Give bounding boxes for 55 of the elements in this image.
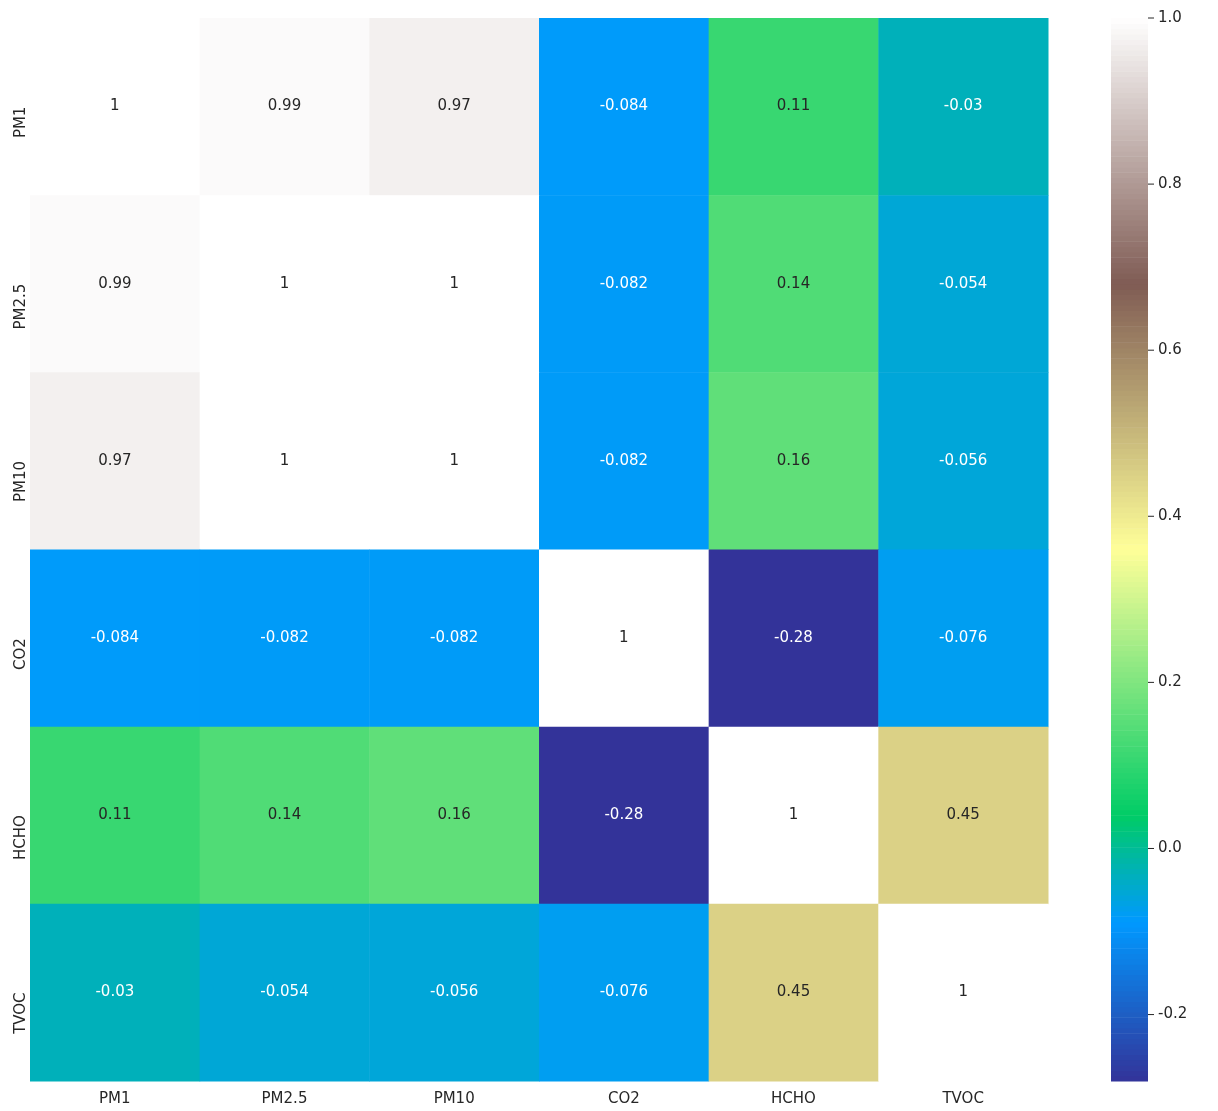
data-label: 1 <box>279 450 290 469</box>
x-tick-label: TVOC <box>941 1088 984 1107</box>
data-label: -0.076 <box>938 627 988 646</box>
data-label: -0.082 <box>599 450 649 469</box>
data-label: 0.99 <box>98 273 132 292</box>
data-label: -0.082 <box>260 627 309 646</box>
data-label: -0.084 <box>599 96 649 115</box>
data-label: -0.084 <box>90 627 140 646</box>
data-label: -0.076 <box>599 982 649 1001</box>
x-tick-label: PM2.5 <box>261 1088 308 1107</box>
data-label: 1 <box>788 805 799 824</box>
data-label: 1 <box>619 627 629 646</box>
data-label: 0.97 <box>437 96 471 115</box>
data-label: -0.082 <box>599 273 649 292</box>
data-label: 1 <box>449 273 459 292</box>
data-label: 0.14 <box>776 273 811 292</box>
data-label: -0.28 <box>604 805 644 824</box>
x-tick-label: HCHO <box>771 1088 816 1107</box>
data-label: -0.28 <box>774 627 813 646</box>
data-label: 0.14 <box>267 805 302 824</box>
y-tick-label: PM10 <box>10 460 29 502</box>
x-tick-label: PM1 <box>99 1088 131 1107</box>
color-bar-label: 0.2 <box>1158 672 1182 691</box>
data-label: -0.056 <box>938 450 988 469</box>
data-label: 1 <box>958 982 968 1001</box>
color-bar-label: 0.0 <box>1158 838 1182 857</box>
x-tick-label: PM10 <box>433 1088 475 1107</box>
color-bar-label: 1.0 <box>1158 7 1182 26</box>
data-label: -0.054 <box>938 273 988 292</box>
x-tick-label: CO2 <box>607 1088 640 1107</box>
data-label: -0.056 <box>429 982 479 1001</box>
color-bar-label: 0.6 <box>1158 340 1182 359</box>
data-label: 0.16 <box>776 450 811 469</box>
y-tick-label: PM2.5 <box>10 283 29 330</box>
data-label: 0.16 <box>437 805 471 824</box>
data-label: -0.03 <box>95 982 135 1001</box>
y-tick-label: TVOC <box>10 992 29 1035</box>
color-bar-label: 0.8 <box>1158 173 1182 192</box>
data-label: -0.082 <box>429 627 479 646</box>
y-tick-label: HCHO <box>10 815 29 861</box>
data-label: 0.11 <box>776 96 811 115</box>
color-bar-label: 0.4 <box>1158 506 1182 525</box>
data-label: 1 <box>279 273 290 292</box>
data-label: 0.99 <box>267 96 302 115</box>
data-label: 1 <box>110 96 120 115</box>
y-tick-label: CO2 <box>10 638 29 670</box>
data-label: -0.054 <box>260 982 309 1001</box>
data-label: 0.97 <box>98 450 132 469</box>
data-label: -0.03 <box>943 96 983 115</box>
data-label: 0.11 <box>98 805 132 824</box>
data-label: 0.45 <box>776 982 811 1001</box>
data-label: 0.45 <box>946 805 980 824</box>
y-tick-label: PM1 <box>10 106 29 139</box>
color-bar-label: -0.2 <box>1158 1004 1188 1023</box>
data-label: 1 <box>449 450 459 469</box>
